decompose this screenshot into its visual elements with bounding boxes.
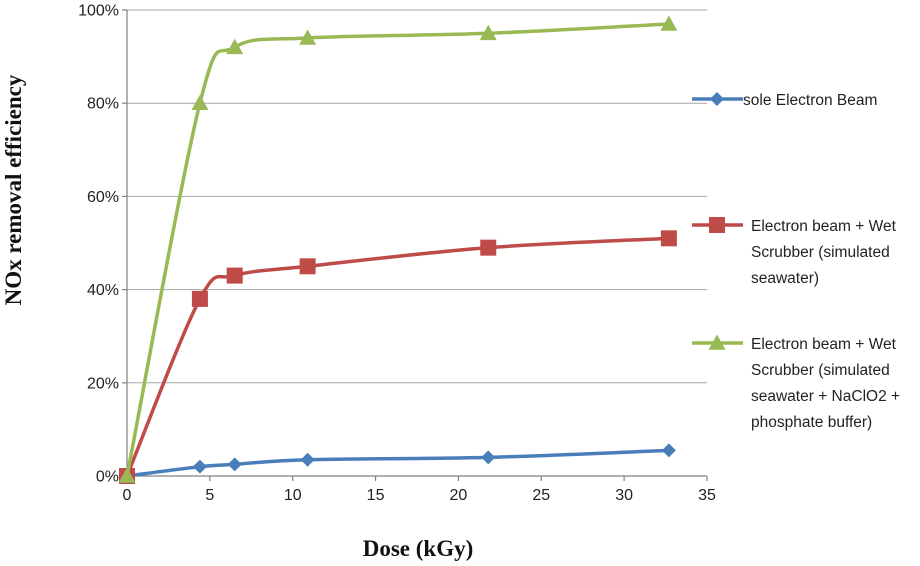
x-tick-label-5: 5 <box>205 487 214 504</box>
series-2-point-3 <box>226 267 243 284</box>
x-tick-label-35: 35 <box>698 487 716 504</box>
series-1-point-3 <box>227 457 242 472</box>
y-tick-label-100: 100% <box>78 3 119 20</box>
series-3-line <box>125 22 671 478</box>
legend-label-1-line-1: sole Electron Beam <box>743 92 877 109</box>
legend-label-3-line-4: phosphate buffer) <box>751 414 872 431</box>
series-3-point-4 <box>299 29 317 45</box>
y-tick-label-0: 0% <box>96 469 119 486</box>
series-3-point-1 <box>118 467 136 483</box>
legend-swatch-marker-1 <box>710 92 724 106</box>
legend-swatch-marker-2 <box>709 217 725 233</box>
y-tick-label-60: 60% <box>87 189 119 206</box>
x-tick-label-25: 25 <box>532 487 550 504</box>
x-tick-label-15: 15 <box>367 487 385 504</box>
series-3-triangle <box>118 15 678 483</box>
series-2-square <box>119 230 677 484</box>
y-tick-label-20: 20% <box>87 375 119 392</box>
series-1-point-4 <box>300 452 315 467</box>
legend-entry-1: sole Electron Beam <box>692 92 877 109</box>
gridlines <box>127 9 707 477</box>
legend-entry-2: Electron beam + Wet Scrubber (simulated se… <box>692 217 897 287</box>
series-3-point-3 <box>226 38 244 55</box>
x-tick-label-30: 30 <box>615 487 633 504</box>
axes: 0% 20% 40% 60% 80% 100% 0 5 10 15 20 25 30 35 <box>78 3 716 505</box>
series-2-point-6 <box>660 230 677 247</box>
series-1-point-6 <box>661 443 676 458</box>
legend-swatch-marker-3 <box>708 334 726 350</box>
legend-label-3-line-1: Electron beam + Wet <box>751 336 897 353</box>
x-tick-label-0: 0 <box>123 487 132 504</box>
legend-label-3-line-3: seawater + NaClO2 + <box>751 388 900 405</box>
x-axis-title: Dose (kGy) <box>363 536 474 561</box>
legend-label-3-line-2: Scrubber (simulated <box>751 362 890 379</box>
series-3-point-5 <box>479 24 497 41</box>
x-tick-label-10: 10 <box>284 487 302 504</box>
legend-label-2-line-1: Electron beam + Wet <box>751 218 897 235</box>
legend-label-2-line-2: Scrubber (simulated <box>751 244 890 261</box>
series-2-line <box>125 236 671 478</box>
legend-label-2-line-3: seawater) <box>751 270 819 287</box>
y-tick-label-80: 80% <box>87 96 119 113</box>
legend-entry-3: Electron beam + Wet Scrubber (simulated se… <box>692 334 900 431</box>
series-1-point-5 <box>481 450 496 465</box>
series-2-point-5 <box>480 239 497 256</box>
series-3-point-6 <box>660 15 678 31</box>
series-1-point-2 <box>192 459 207 474</box>
data-series <box>118 15 678 484</box>
legend: sole Electron Beam Electron beam + Wet Scr… <box>692 92 900 431</box>
series-1-diamond <box>120 443 676 483</box>
x-tick-label-20: 20 <box>450 487 468 504</box>
y-tick-label-40: 40% <box>87 282 119 299</box>
series-1-line <box>125 448 671 478</box>
series-2-point-2 <box>191 290 208 307</box>
series-3-point-2 <box>191 94 209 110</box>
y-axis-title: NOx removal efficiency <box>1 74 26 305</box>
series-2-point-4 <box>299 258 316 275</box>
